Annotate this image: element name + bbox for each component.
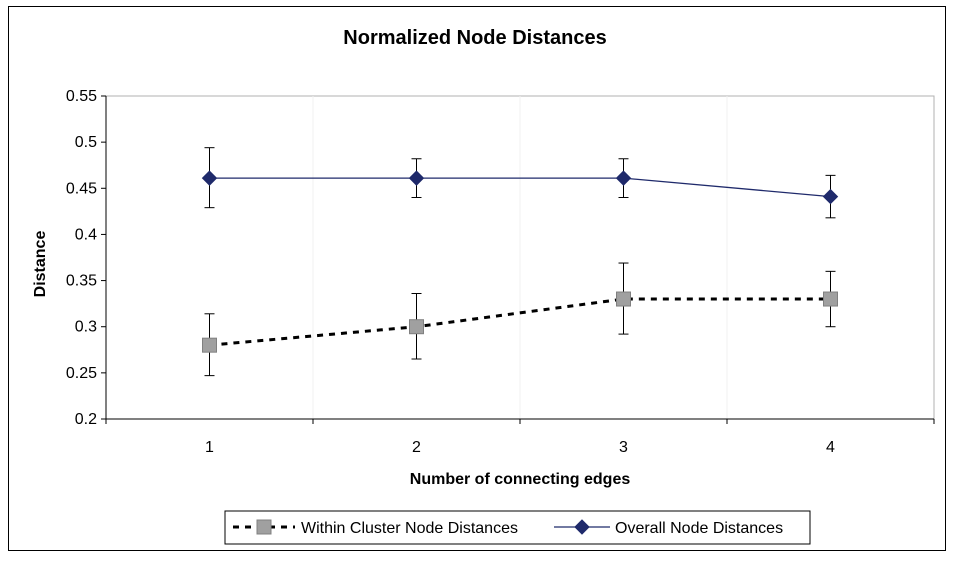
plot-layer: 0.2 0.25 0.3 0.35 0.4 0.45 0.5 0.55 1 2 3 4	[66, 88, 935, 456]
y-tick-label: 0.35	[66, 273, 97, 290]
data-point	[822, 188, 839, 205]
y-tick-label: 0.55	[66, 88, 97, 105]
series-overall	[201, 147, 839, 219]
chart-frame: Normalized Node Distances Distance Numbe…	[8, 6, 946, 551]
y-tick-label: 0.45	[66, 180, 97, 197]
y-tick-label: 0.3	[75, 319, 97, 336]
legend-marker-within	[256, 519, 272, 535]
y-tick-label: 0.2	[75, 411, 97, 428]
legend-items: Within Cluster Node Distances Overall Nod…	[233, 519, 783, 537]
legend-box	[224, 510, 811, 545]
legend: Within Cluster Node Distances Overall Nod…	[224, 510, 811, 545]
data-point	[408, 170, 425, 186]
series-line	[209, 177, 831, 198]
y-tick-label: 0.5	[75, 134, 97, 151]
y-axis-title: Distance	[32, 231, 49, 298]
legend-label-overall: Overall Node Distances	[615, 520, 783, 537]
data-point	[409, 319, 424, 335]
chart-svg: Normalized Node Distances Distance Numbe…	[32, 27, 935, 545]
x-tick-label: 1	[205, 439, 214, 456]
legend-marker-overall	[574, 519, 590, 535]
data-point	[616, 291, 631, 307]
data-point	[202, 337, 217, 353]
x-tick-label: 2	[412, 439, 421, 456]
data-point	[823, 291, 838, 307]
data-point	[201, 170, 218, 186]
series-within-cluster	[202, 262, 838, 377]
chart-title: Normalized Node Distances	[343, 27, 606, 49]
y-tick-label: 0.4	[75, 226, 97, 243]
y-tick-label: 0.25	[66, 365, 97, 382]
x-axis-title: Number of connecting edges	[410, 471, 631, 488]
legend-label-within: Within Cluster Node Distances	[301, 520, 518, 537]
x-tick-label: 4	[826, 439, 835, 456]
x-tick-label: 3	[619, 439, 628, 456]
series-line	[209, 297, 831, 347]
data-point	[615, 170, 632, 186]
